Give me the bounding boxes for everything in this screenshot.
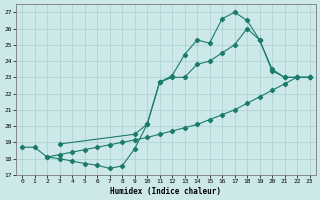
X-axis label: Humidex (Indice chaleur): Humidex (Indice chaleur) (110, 187, 221, 196)
